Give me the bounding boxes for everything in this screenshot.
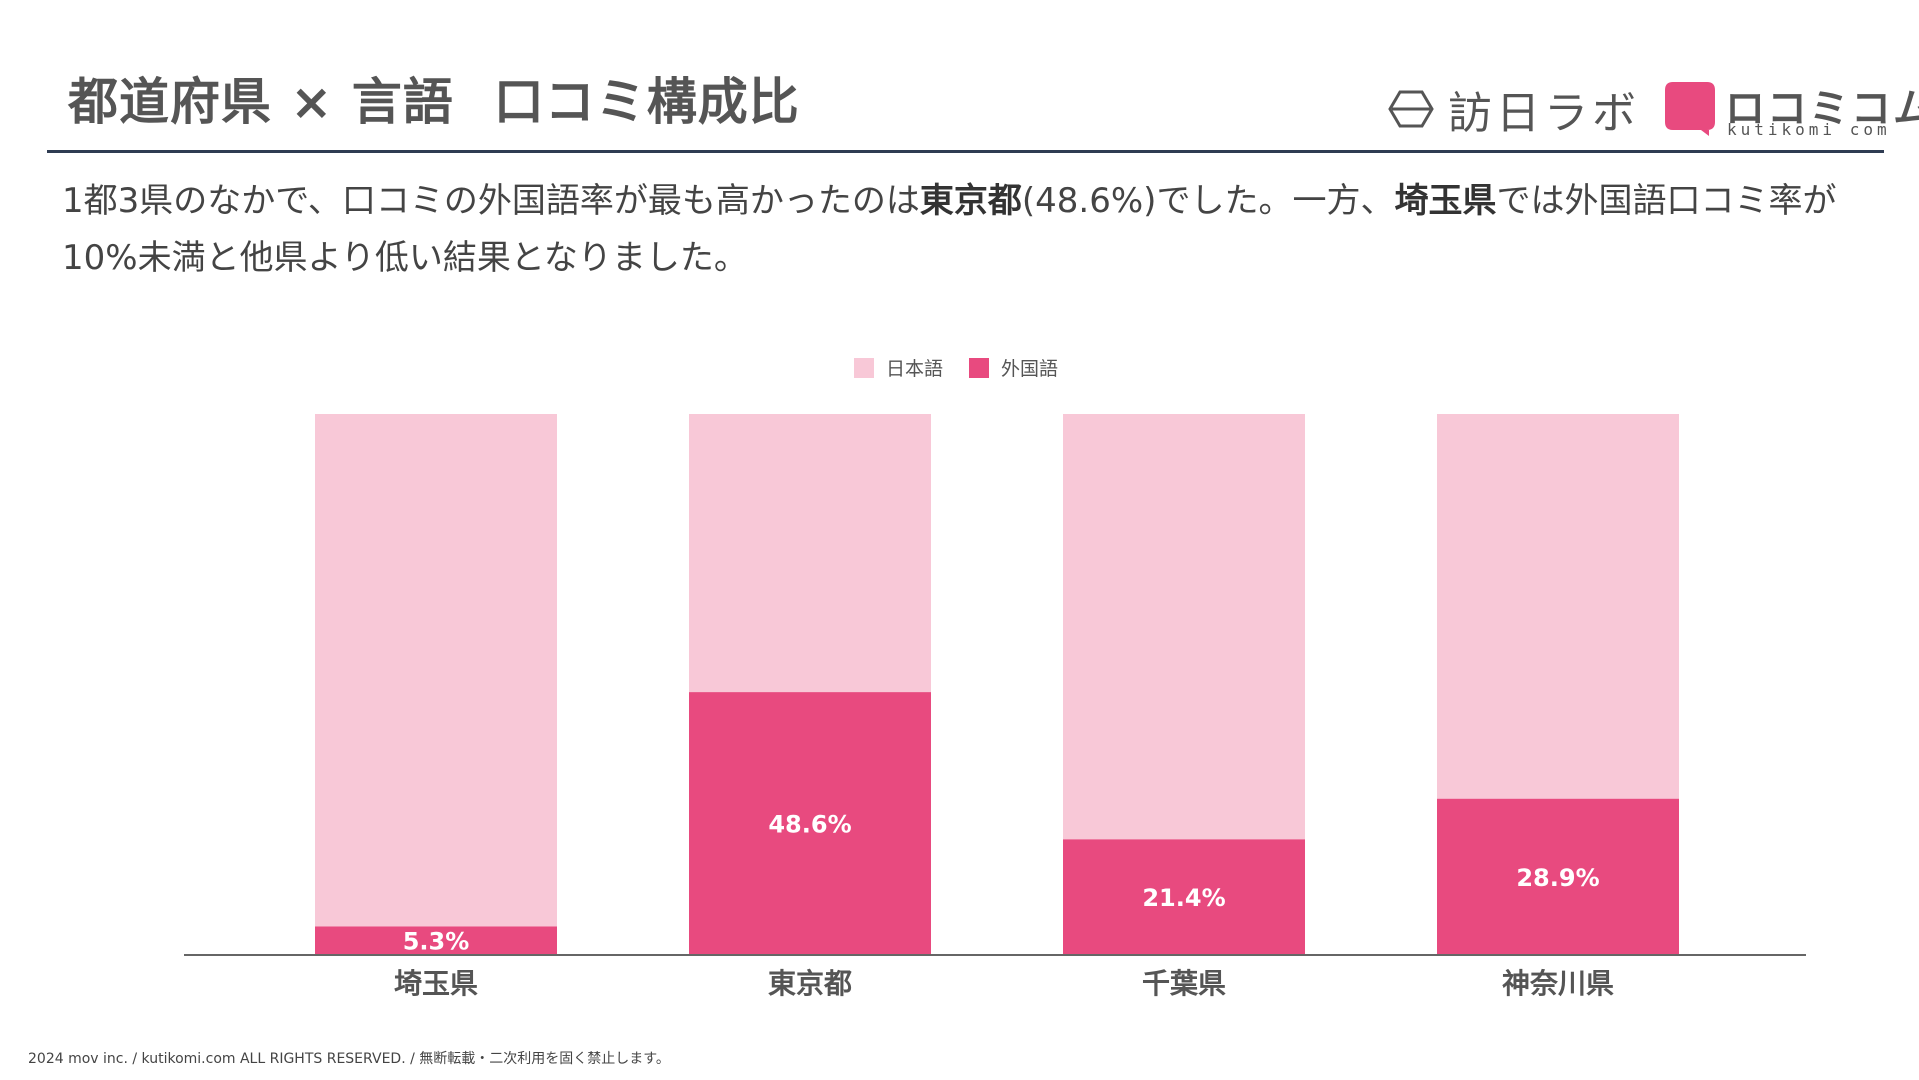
category-label-1: 東京都 bbox=[768, 967, 852, 1000]
category-label-2: 千葉県 bbox=[1142, 967, 1226, 1000]
description-text-3: では外国語口コミ率が10%未満と他県より低い結果となりました。 bbox=[62, 181, 1837, 278]
data-label-0: 5.3% bbox=[403, 928, 470, 956]
data-label-1: 48.6% bbox=[768, 811, 851, 839]
footer-copyright: 2024 mov inc. / kutikomi.com ALL RIGHTS … bbox=[28, 1051, 670, 1067]
bar-foreign-3 bbox=[1437, 798, 1679, 955]
kutikomi-logo-text: ロコミコム bbox=[1725, 86, 1919, 132]
bar-japanese-3 bbox=[1437, 414, 1679, 799]
description-text-2: (48.6%)でした。一方、 bbox=[1021, 181, 1395, 221]
bar-foreign-0 bbox=[315, 926, 557, 955]
legend-item-japanese: 日本語 bbox=[854, 354, 943, 381]
bar-japanese-1 bbox=[689, 414, 931, 693]
legend-swatch-japanese bbox=[854, 357, 874, 378]
description-highlight-tokyo: 東京都 bbox=[919, 181, 1022, 221]
bar-foreign-1 bbox=[689, 692, 931, 955]
page-title: 都道府県 × 言語 口コミ構成比 bbox=[68, 62, 800, 134]
bar-japanese-0 bbox=[315, 414, 557, 927]
legend-label-japanese: 日本語 bbox=[886, 358, 944, 380]
legend-swatch-foreign bbox=[969, 357, 990, 378]
category-label-3: 神奈川県 bbox=[1502, 967, 1614, 1000]
legend-label-foreign: 外国語 bbox=[1001, 358, 1059, 380]
bar-japanese-2 bbox=[1063, 414, 1305, 840]
kutikomi-logo: ロコミコム kutikomi com bbox=[1665, 78, 1919, 142]
data-label-3: 28.9% bbox=[1516, 864, 1599, 892]
hexagon-logo-icon bbox=[1388, 90, 1434, 128]
category-label-0: 埼玉県 bbox=[394, 967, 478, 1000]
kutikomi-logo-subtext: kutikomi com bbox=[1727, 120, 1891, 139]
bar-foreign-2 bbox=[1063, 839, 1305, 955]
data-label-2: 21.4% bbox=[1142, 884, 1225, 912]
stacked-bar-chart: 5.3% 埼玉県 48.6% 東京都 21.4% 千葉県 28.9% 神奈川県 bbox=[184, 414, 1806, 1000]
title-main: 都道府県 × 言語 bbox=[68, 73, 454, 131]
legend-item-foreign: 外国語 bbox=[969, 354, 1058, 381]
houn-lab-logo: 訪日ラボ bbox=[1388, 76, 1638, 142]
description-highlight-saitama: 埼玉県 bbox=[1394, 181, 1497, 221]
description: 1都3県のなかで、口コミの外国語率が最も高かったのは東京都(48.6%)でした。… bbox=[62, 173, 1872, 287]
chart-legend: 日本語 外国語 bbox=[854, 354, 1084, 381]
title-sub: 口コミ構成比 bbox=[493, 73, 800, 131]
houn-lab-logo-text: 訪日ラボ bbox=[1448, 88, 1640, 139]
description-text-1: 1都3県のなかで、口コミの外国語率が最も高かったのは bbox=[62, 181, 920, 221]
header-divider bbox=[47, 150, 1884, 153]
speech-bubble-icon bbox=[1665, 82, 1715, 136]
